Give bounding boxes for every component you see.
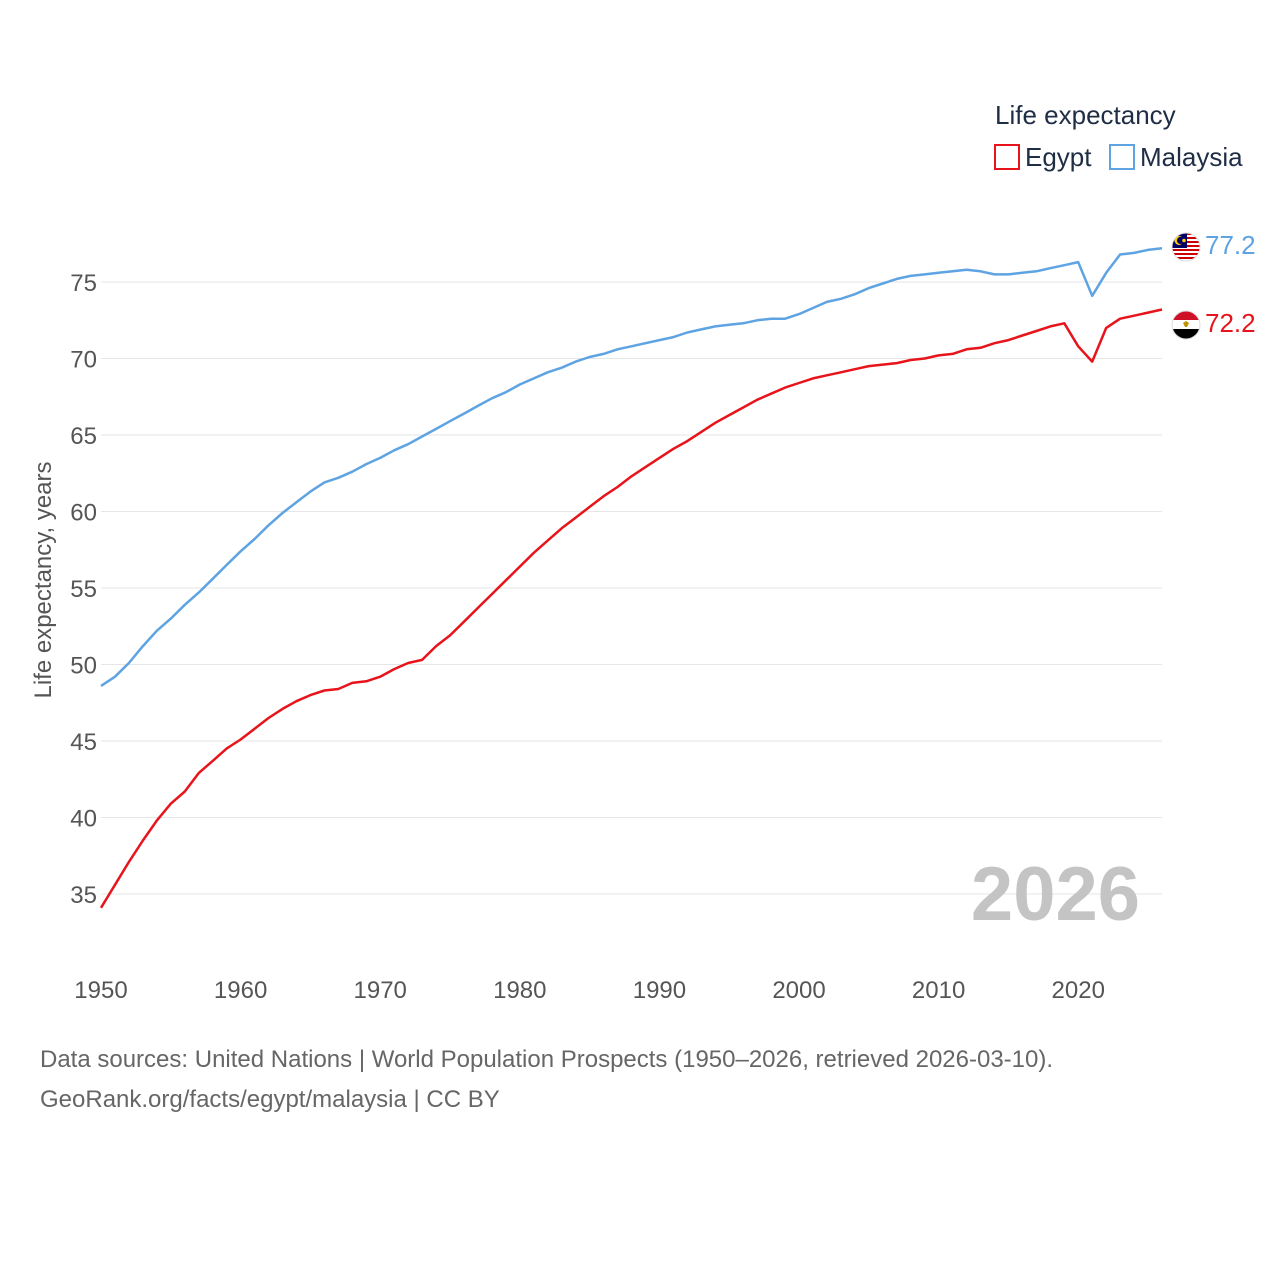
y-axis-ticks: 35 40 45 50 55 60 65 70 75 xyxy=(70,270,97,909)
x-tick-label: 1990 xyxy=(633,977,686,1004)
source-line-2: GeoRank.org/facts/egypt/malaysia | CC BY xyxy=(40,1086,500,1113)
legend-label-egypt: Egypt xyxy=(1025,142,1092,172)
y-tick-label: 70 xyxy=(70,347,97,374)
x-tick-label: 2020 xyxy=(1052,977,1105,1004)
malaysia-end-value: 77.2 xyxy=(1205,230,1256,260)
egypt-flag-icon xyxy=(1171,310,1201,340)
series-line-egypt xyxy=(99,308,1163,909)
legend-swatch-egypt xyxy=(994,144,1020,170)
y-tick-label: 50 xyxy=(70,653,97,680)
x-tick-label: 2010 xyxy=(912,977,965,1004)
x-tick-label: 1980 xyxy=(493,977,546,1004)
gridlines xyxy=(101,281,1162,895)
y-tick-label: 35 xyxy=(70,882,97,909)
legend: Life expectancy Egypt Malaysia xyxy=(994,100,1243,172)
source-line-1: Data sources: United Nations | World Pop… xyxy=(40,1046,1054,1073)
y-tick-label: 75 xyxy=(70,270,97,297)
y-tick-label: 55 xyxy=(70,576,97,603)
source-note: Data sources: United Nations | World Pop… xyxy=(40,1040,1240,1120)
series-line-malaysia xyxy=(100,247,1163,687)
x-tick-label: 1960 xyxy=(214,977,267,1004)
legend-label-malaysia: Malaysia xyxy=(1140,142,1243,172)
legend-title: Life expectancy xyxy=(995,100,1176,130)
year-watermark: 2026 xyxy=(971,852,1140,937)
y-tick-label: 45 xyxy=(70,729,97,756)
y-tick-label: 65 xyxy=(70,423,97,450)
y-axis-label: Life expectancy, years xyxy=(30,461,57,698)
y-tick-label: 60 xyxy=(70,500,97,527)
x-tick-label: 1970 xyxy=(354,977,407,1004)
malaysia-flag-icon xyxy=(1171,232,1201,262)
series-lines xyxy=(99,247,1163,909)
x-tick-label: 1950 xyxy=(74,977,127,1004)
y-tick-label: 40 xyxy=(70,806,97,833)
x-tick-label: 2000 xyxy=(772,977,825,1004)
x-axis-ticks: 1950 1960 1970 1980 1990 2000 2010 2020 xyxy=(74,977,1105,1004)
egypt-end-value: 72.2 xyxy=(1205,308,1256,338)
legend-swatch-malaysia xyxy=(1109,144,1135,170)
